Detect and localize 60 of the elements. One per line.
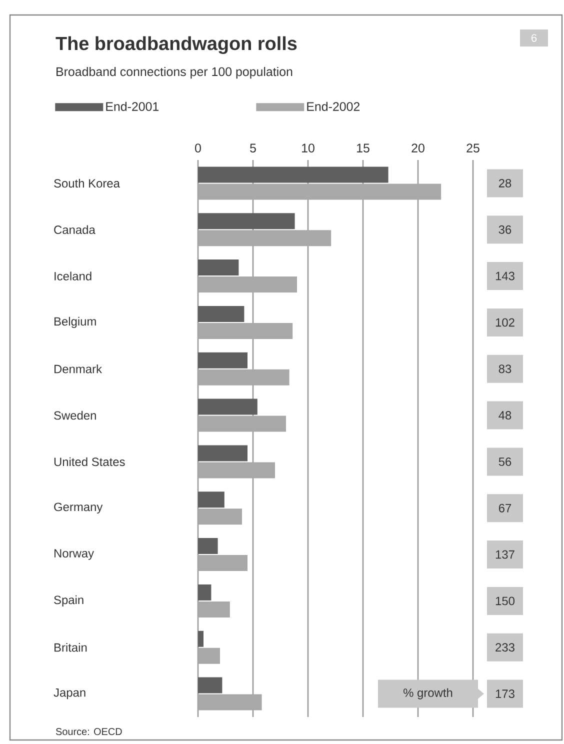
bar	[198, 322, 293, 339]
y-tick-label: Japan	[54, 688, 86, 700]
y-tick-label: Iceland	[54, 272, 92, 280]
bar	[198, 630, 204, 647]
y-tick-label: Norway	[54, 549, 94, 560]
x-tick-label: 25	[466, 144, 480, 152]
bar	[198, 462, 275, 478]
y-tick-label: Britain	[54, 642, 87, 652]
text: 56	[498, 457, 512, 466]
bar	[198, 538, 218, 554]
y-tick-label: Belgium	[54, 316, 96, 328]
x-tick-label: 15	[357, 144, 370, 152]
text: 48	[498, 411, 512, 420]
bar	[198, 369, 290, 386]
chart-title: The broadbandwagon rolls	[56, 36, 297, 54]
x-tick-label: 0	[195, 144, 201, 152]
text: 28	[498, 178, 512, 188]
bar	[198, 508, 242, 525]
annotation: % growth	[404, 688, 452, 700]
y-tick-label: Denmark	[54, 364, 102, 374]
bar	[198, 398, 258, 415]
bar	[198, 492, 224, 508]
y-tick-label: Sweden	[54, 410, 96, 420]
bar	[198, 213, 295, 230]
bar	[198, 306, 244, 322]
source-note: Source: OECD	[56, 728, 122, 736]
bar	[198, 276, 297, 293]
chart-subtitle: Broadband connections per 100 population	[56, 66, 292, 79]
text: 67	[498, 504, 512, 512]
text: 137	[496, 550, 514, 559]
text: 143	[496, 272, 514, 280]
text: 233	[496, 643, 514, 652]
bar	[198, 648, 220, 664]
text: 150	[496, 596, 515, 606]
bar	[198, 445, 248, 462]
y-tick-label: Spain	[54, 595, 84, 607]
bar	[198, 555, 248, 572]
x-tick-label: 5	[250, 144, 256, 152]
y-tick-label: Germany	[54, 502, 103, 514]
bar	[198, 601, 230, 618]
bar	[198, 230, 332, 246]
text: 83	[498, 364, 512, 374]
bar	[198, 584, 212, 600]
bar	[198, 416, 286, 432]
x-tick-label: 20	[412, 144, 424, 152]
bar	[198, 184, 442, 200]
bar	[198, 677, 222, 694]
y-tick-label: United States	[54, 457, 125, 466]
bar	[198, 352, 248, 368]
y-tick-label: South Korea	[54, 178, 120, 188]
bar	[198, 694, 262, 710]
bar	[198, 166, 388, 183]
legend-label: End-2001	[106, 102, 159, 111]
bar	[198, 260, 239, 276]
legend-label: End-2002	[307, 102, 360, 111]
x-tick-label: 10	[302, 144, 314, 152]
text: 102	[496, 318, 514, 327]
text: 173	[496, 690, 514, 698]
text: 36	[498, 225, 512, 234]
y-tick-label: Canada	[54, 225, 96, 234]
